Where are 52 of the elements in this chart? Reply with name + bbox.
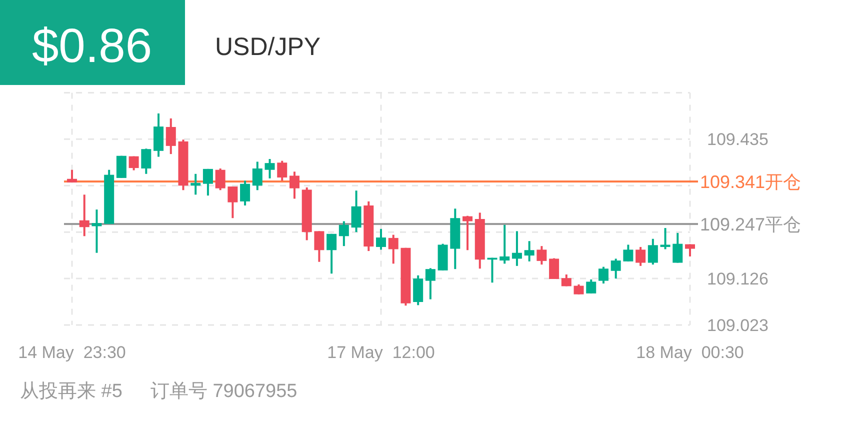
candlestick [512,230,522,267]
candlestick [116,154,126,179]
ref-line-label: 109.341开仓 [700,172,802,192]
candlestick [314,230,324,263]
candlestick [326,232,337,275]
candlestick [413,274,424,306]
candlestick [79,194,90,238]
candlestick [264,158,275,180]
candlestick [202,168,213,197]
ref-line-label: 109.247平仓 [700,214,802,234]
candlestick [215,167,226,192]
candlestick [660,227,670,250]
candlestick [277,160,288,182]
candlestick [636,246,646,267]
candlestick [598,266,608,284]
candlestick [338,220,349,248]
x-tick-label: 14 May 23:30 [18,343,126,362]
x-tick-label: 17 May 12:00 [327,343,435,362]
candlestick [462,214,473,252]
candlestick [536,245,547,266]
candlestick [549,257,560,280]
candlestick [92,208,102,254]
y-tick-label: 109.435 [707,130,768,150]
y-tick-label: 109.023 [707,316,768,335]
candlestick [67,168,77,184]
text: 订单号 79067955 [150,381,298,402]
candlestick [685,243,695,258]
x-tick-label: 18 May 00:30 [636,343,744,362]
candlestick [586,278,596,294]
chart-subtitle: USD/JPY [215,33,321,61]
candlestick [623,244,634,262]
candlestick [252,160,262,192]
candlestick [141,148,152,175]
text: 从投再来 #5 [20,381,122,402]
candlestick [190,172,201,196]
candlestick [351,190,362,234]
candlestick [425,267,436,300]
candlestick [289,170,300,200]
candlestick [524,240,534,262]
candlestick [166,117,176,156]
candlestick [610,258,621,280]
candlestick [240,180,250,206]
candlestick [574,283,584,296]
candlestick [672,232,683,264]
chart-title: $0.86 [32,20,152,73]
candlestick [128,155,139,172]
candlestick [228,186,238,220]
candlestick [388,234,398,265]
candlestick [500,224,510,265]
y-tick-label: 109.126 [707,269,768,288]
candlestick [648,238,658,266]
candlestick [376,228,386,251]
